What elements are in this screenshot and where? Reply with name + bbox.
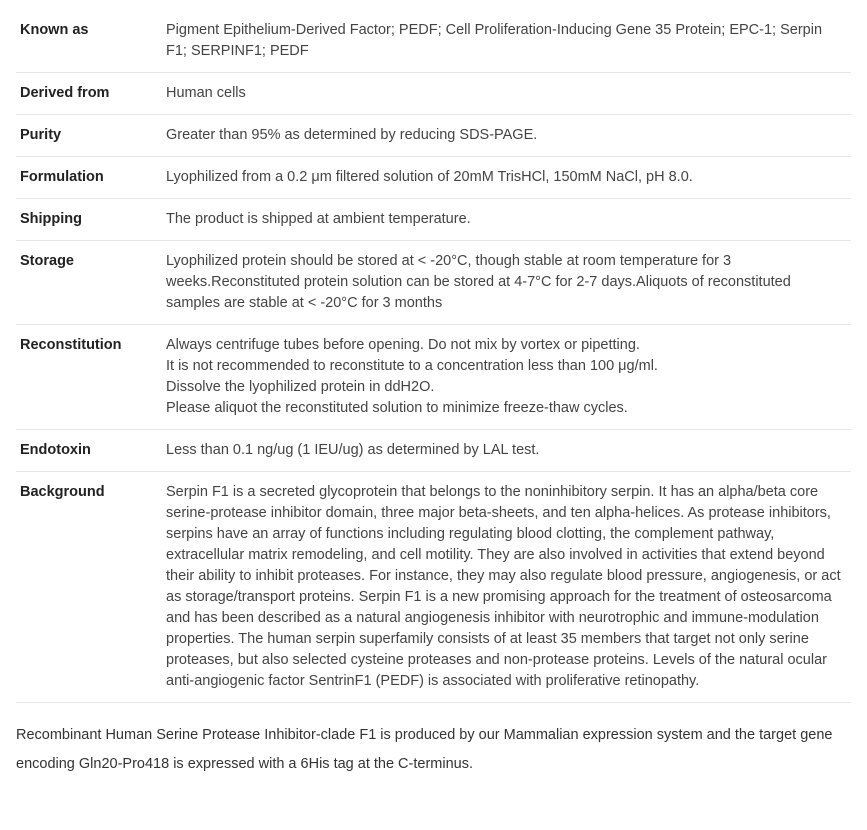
- spec-table: Known as Pigment Epithelium-Derived Fact…: [16, 10, 851, 703]
- row-value: Human cells: [166, 73, 851, 115]
- table-row: Background Serpin F1 is a secreted glyco…: [16, 472, 851, 703]
- footer-paragraph: Recombinant Human Serine Protease Inhibi…: [16, 721, 851, 779]
- row-label: Formulation: [16, 157, 166, 199]
- row-label: Reconstitution: [16, 325, 166, 430]
- row-label: Shipping: [16, 199, 166, 241]
- row-value: Lyophilized protein should be stored at …: [166, 241, 851, 325]
- row-label: Derived from: [16, 73, 166, 115]
- table-row: Formulation Lyophilized from a 0.2 μm fi…: [16, 157, 851, 199]
- table-row: Endotoxin Less than 0.1 ng/ug (1 IEU/ug)…: [16, 430, 851, 472]
- row-label: Endotoxin: [16, 430, 166, 472]
- table-row: Derived from Human cells: [16, 73, 851, 115]
- table-row: Storage Lyophilized protein should be st…: [16, 241, 851, 325]
- table-row: Purity Greater than 95% as determined by…: [16, 115, 851, 157]
- row-value: Lyophilized from a 0.2 μm filtered solut…: [166, 157, 851, 199]
- row-line: Always centrifuge tubes before opening. …: [166, 335, 843, 356]
- row-value: The product is shipped at ambient temper…: [166, 199, 851, 241]
- row-line: Dissolve the lyophilized protein in ddH2…: [166, 377, 843, 398]
- row-label: Storage: [16, 241, 166, 325]
- table-row: Shipping The product is shipped at ambie…: [16, 199, 851, 241]
- table-row: Reconstitution Always centrifuge tubes b…: [16, 325, 851, 430]
- row-line: It is not recommended to reconstitute to…: [166, 356, 843, 377]
- row-value: Pigment Epithelium-Derived Factor; PEDF;…: [166, 10, 851, 73]
- row-label: Known as: [16, 10, 166, 73]
- row-label: Background: [16, 472, 166, 703]
- row-line: Please aliquot the reconstituted solutio…: [166, 398, 843, 419]
- row-value: Less than 0.1 ng/ug (1 IEU/ug) as determ…: [166, 430, 851, 472]
- table-row: Known as Pigment Epithelium-Derived Fact…: [16, 10, 851, 73]
- row-value: Always centrifuge tubes before opening. …: [166, 325, 851, 430]
- row-value: Serpin F1 is a secreted glycoprotein tha…: [166, 472, 851, 703]
- row-label: Purity: [16, 115, 166, 157]
- row-value: Greater than 95% as determined by reduci…: [166, 115, 851, 157]
